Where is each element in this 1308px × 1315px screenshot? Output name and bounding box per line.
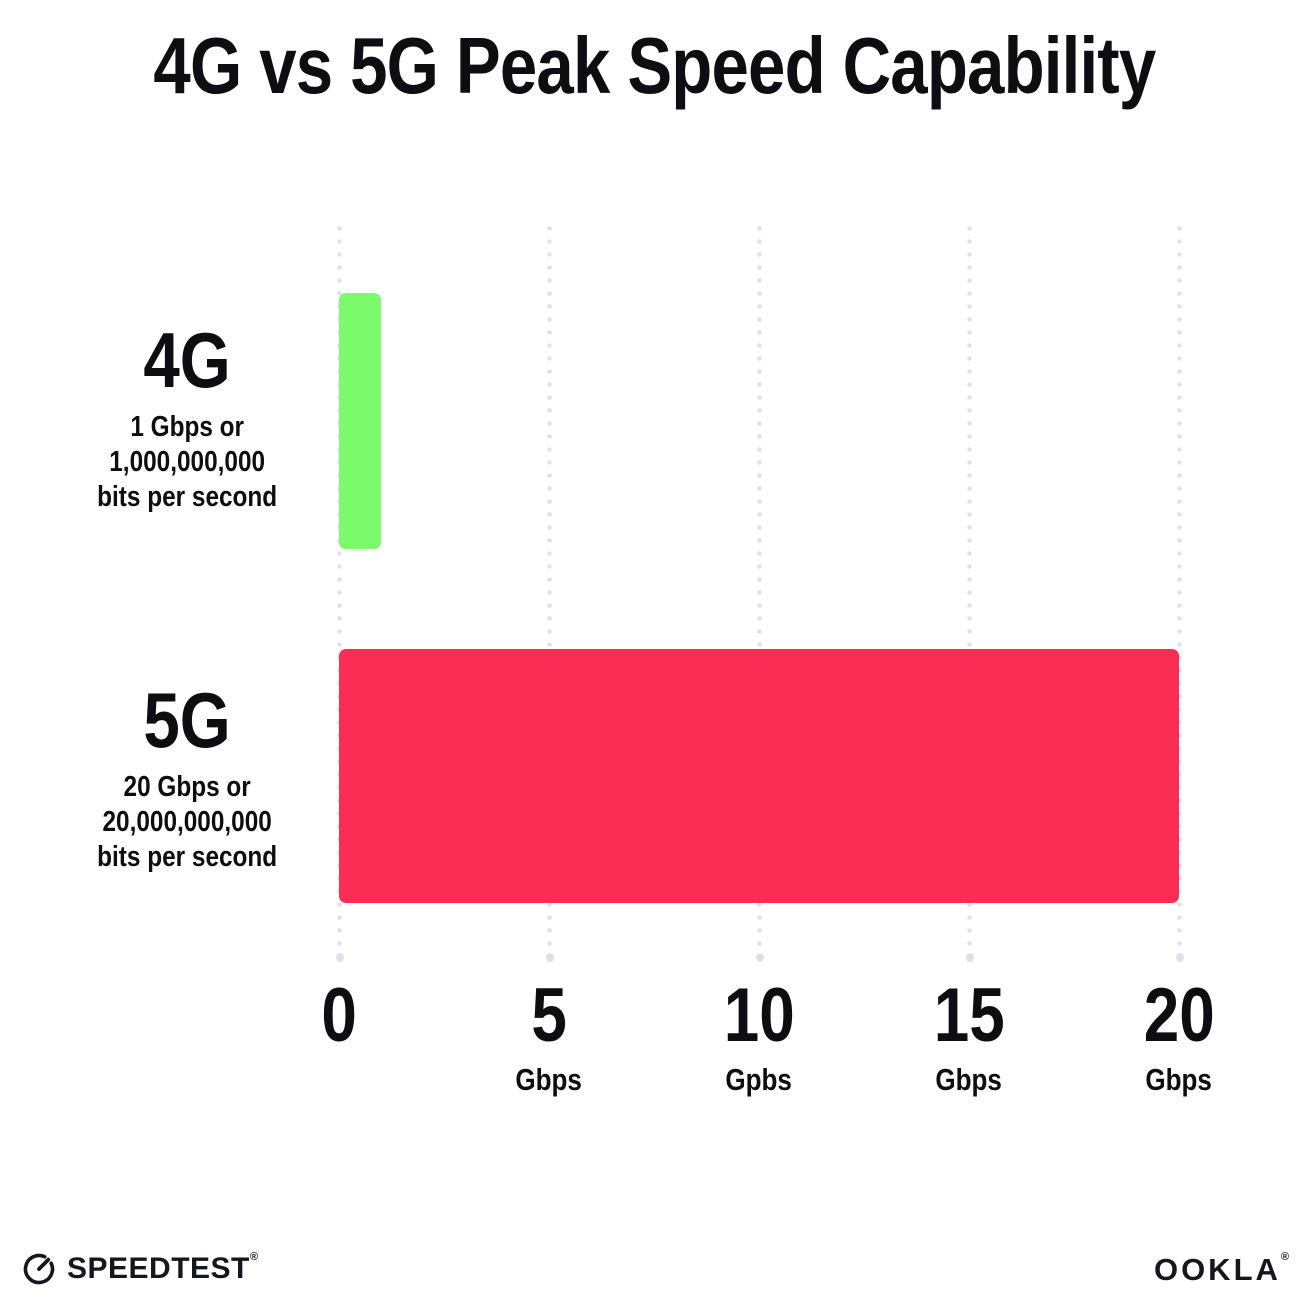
ookla-logo: OOKLA®: [1153, 1251, 1292, 1287]
gridline-5: [545, 222, 554, 962]
category-name-5g: 5G: [143, 676, 231, 764]
category-label-4g: 4G 1 Gbps or 1,000,000,000 bits per seco…: [37, 316, 337, 515]
category-sublabel-4g: 1 Gbps or 1,000,000,000 bits per second: [96, 410, 278, 513]
chart-title: 4G vs 5G Peak Speed Capability: [153, 21, 1156, 110]
speedtest-logo: SPEEDTEST®: [20, 1250, 258, 1288]
gridline-20: [1175, 222, 1184, 962]
category-sublabel-5g: 20 Gbps or 20,000,000,000 bits per secon…: [96, 770, 278, 873]
category-name-4g: 4G: [143, 316, 231, 404]
x-tick-5: 5 Gbps: [515, 973, 583, 1097]
ookla-wordmark: OOKLA: [1153, 1252, 1281, 1287]
bar-4g: [339, 293, 381, 549]
x-tick-0: 0: [321, 973, 357, 1058]
category-label-5g: 5G 20 Gbps or 20,000,000,000 bits per se…: [37, 676, 337, 875]
speedtest-trademark: ®: [249, 1251, 259, 1263]
speedtest-wordmark: SPEEDTEST®: [67, 1251, 259, 1285]
x-tick-10: 10 Gpbs: [723, 973, 795, 1097]
ookla-trademark: ®: [1280, 1251, 1292, 1263]
speedtest-gauge-icon: [20, 1250, 58, 1288]
gridline-10: [755, 222, 764, 962]
x-tick-15: 15 Gbps: [933, 973, 1005, 1097]
gridline-0: [335, 222, 344, 962]
bar-5g: [339, 649, 1179, 903]
x-tick-20: 20 Gbps: [1143, 973, 1215, 1097]
gridline-15: [965, 222, 974, 962]
